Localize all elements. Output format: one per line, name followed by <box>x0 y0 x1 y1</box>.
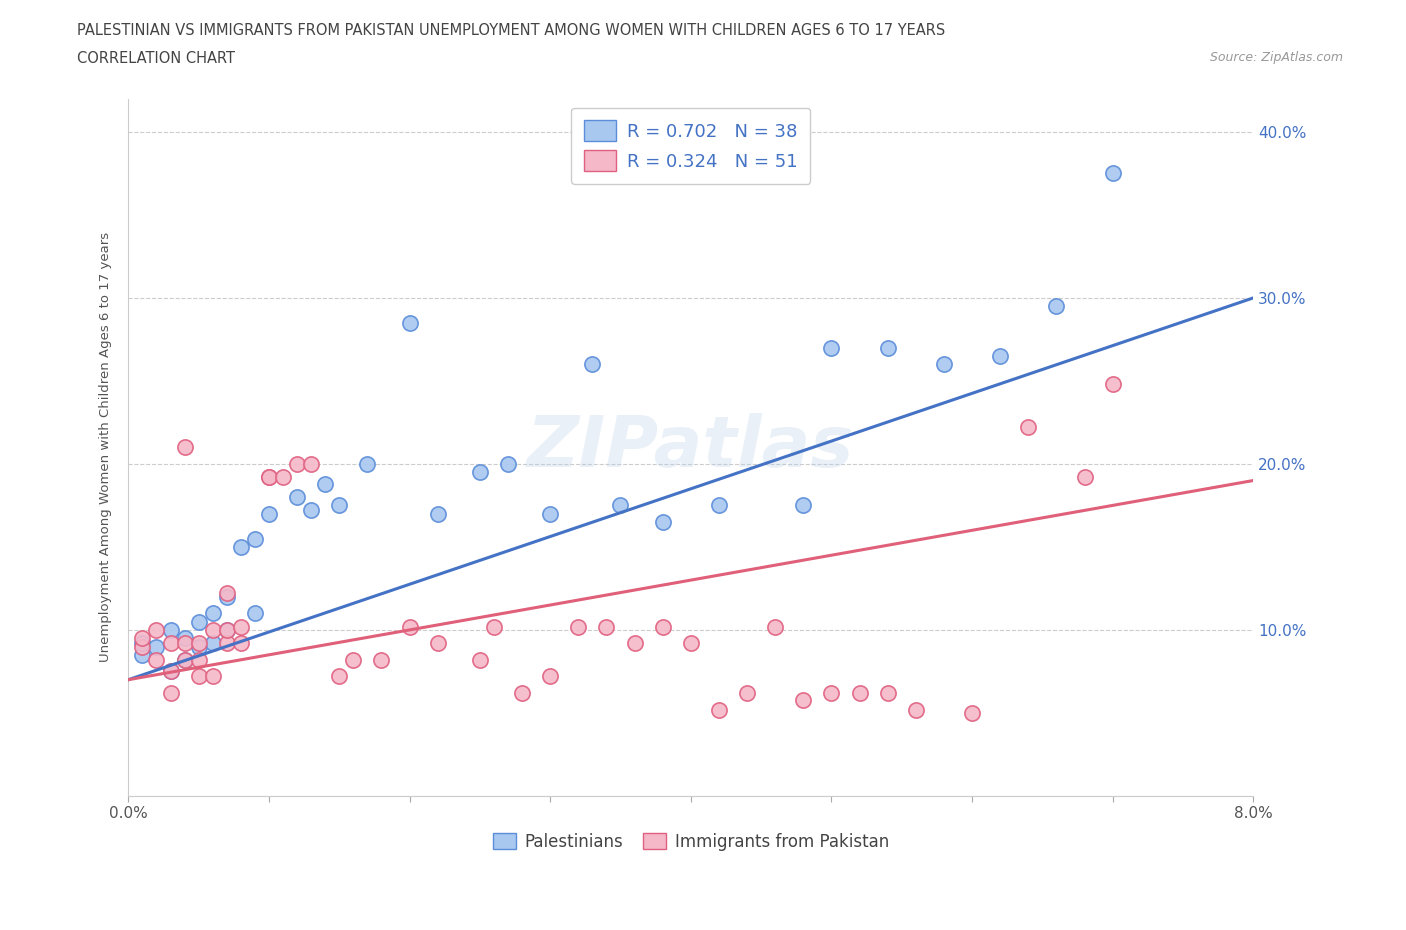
Point <box>314 476 336 491</box>
Point <box>145 622 167 637</box>
Point <box>299 503 322 518</box>
Point <box>1101 377 1123 392</box>
Point <box>468 652 491 667</box>
Point <box>1045 299 1067 313</box>
Point <box>792 498 814 512</box>
Point <box>342 652 364 667</box>
Point <box>510 685 533 700</box>
Point <box>398 315 420 330</box>
Point <box>1073 470 1095 485</box>
Point <box>187 652 209 667</box>
Point <box>201 636 224 651</box>
Point <box>215 636 238 651</box>
Point <box>763 619 786 634</box>
Point <box>707 498 730 512</box>
Point <box>187 639 209 654</box>
Point <box>285 457 308 472</box>
Point <box>187 636 209 651</box>
Point <box>229 619 252 634</box>
Point <box>145 639 167 654</box>
Point <box>159 685 181 700</box>
Point <box>257 470 280 485</box>
Point <box>215 586 238 601</box>
Point <box>131 636 153 651</box>
Point <box>173 652 195 667</box>
Point <box>820 685 842 700</box>
Point <box>215 622 238 637</box>
Point <box>707 702 730 717</box>
Point <box>1101 166 1123 180</box>
Point <box>173 636 195 651</box>
Point <box>468 465 491 480</box>
Point <box>370 652 392 667</box>
Point <box>159 664 181 679</box>
Point <box>173 652 195 667</box>
Point <box>271 470 294 485</box>
Point <box>299 457 322 472</box>
Point <box>876 685 898 700</box>
Point <box>651 619 673 634</box>
Point <box>356 457 378 472</box>
Point <box>904 702 927 717</box>
Point <box>257 470 280 485</box>
Point <box>201 605 224 620</box>
Point <box>131 647 153 662</box>
Point <box>159 636 181 651</box>
Point <box>328 669 350 684</box>
Point <box>229 539 252 554</box>
Legend: Palestinians, Immigrants from Pakistan: Palestinians, Immigrants from Pakistan <box>486 826 896 857</box>
Point <box>159 622 181 637</box>
Point <box>623 636 645 651</box>
Text: ZIPatlas: ZIPatlas <box>527 413 855 482</box>
Point <box>932 357 955 372</box>
Point <box>609 498 631 512</box>
Point <box>426 636 449 651</box>
Point <box>201 669 224 684</box>
Point <box>257 506 280 521</box>
Point <box>285 490 308 505</box>
Y-axis label: Unemployment Among Women with Children Ages 6 to 17 years: Unemployment Among Women with Children A… <box>100 232 112 662</box>
Point <box>988 349 1011 364</box>
Point <box>595 619 617 634</box>
Point <box>159 664 181 679</box>
Point <box>187 614 209 629</box>
Point <box>145 652 167 667</box>
Point <box>538 506 561 521</box>
Point <box>187 669 209 684</box>
Point <box>792 692 814 707</box>
Point <box>876 340 898 355</box>
Point <box>581 357 603 372</box>
Point <box>229 636 252 651</box>
Point <box>131 639 153 654</box>
Text: PALESTINIAN VS IMMIGRANTS FROM PAKISTAN UNEMPLOYMENT AMONG WOMEN WITH CHILDREN A: PALESTINIAN VS IMMIGRANTS FROM PAKISTAN … <box>77 23 946 38</box>
Point <box>496 457 519 472</box>
Point <box>538 669 561 684</box>
Point <box>735 685 758 700</box>
Point <box>679 636 702 651</box>
Point <box>215 590 238 604</box>
Point <box>651 514 673 529</box>
Point <box>1017 420 1039 435</box>
Point <box>426 506 449 521</box>
Point <box>243 531 266 546</box>
Point <box>960 706 983 721</box>
Point <box>567 619 589 634</box>
Point <box>848 685 870 700</box>
Point <box>328 498 350 512</box>
Point <box>215 622 238 637</box>
Point <box>173 440 195 455</box>
Point <box>201 622 224 637</box>
Text: CORRELATION CHART: CORRELATION CHART <box>77 51 235 66</box>
Point <box>173 631 195 645</box>
Point <box>131 631 153 645</box>
Point <box>398 619 420 634</box>
Text: Source: ZipAtlas.com: Source: ZipAtlas.com <box>1209 51 1343 64</box>
Point <box>820 340 842 355</box>
Point <box>482 619 505 634</box>
Point <box>243 605 266 620</box>
